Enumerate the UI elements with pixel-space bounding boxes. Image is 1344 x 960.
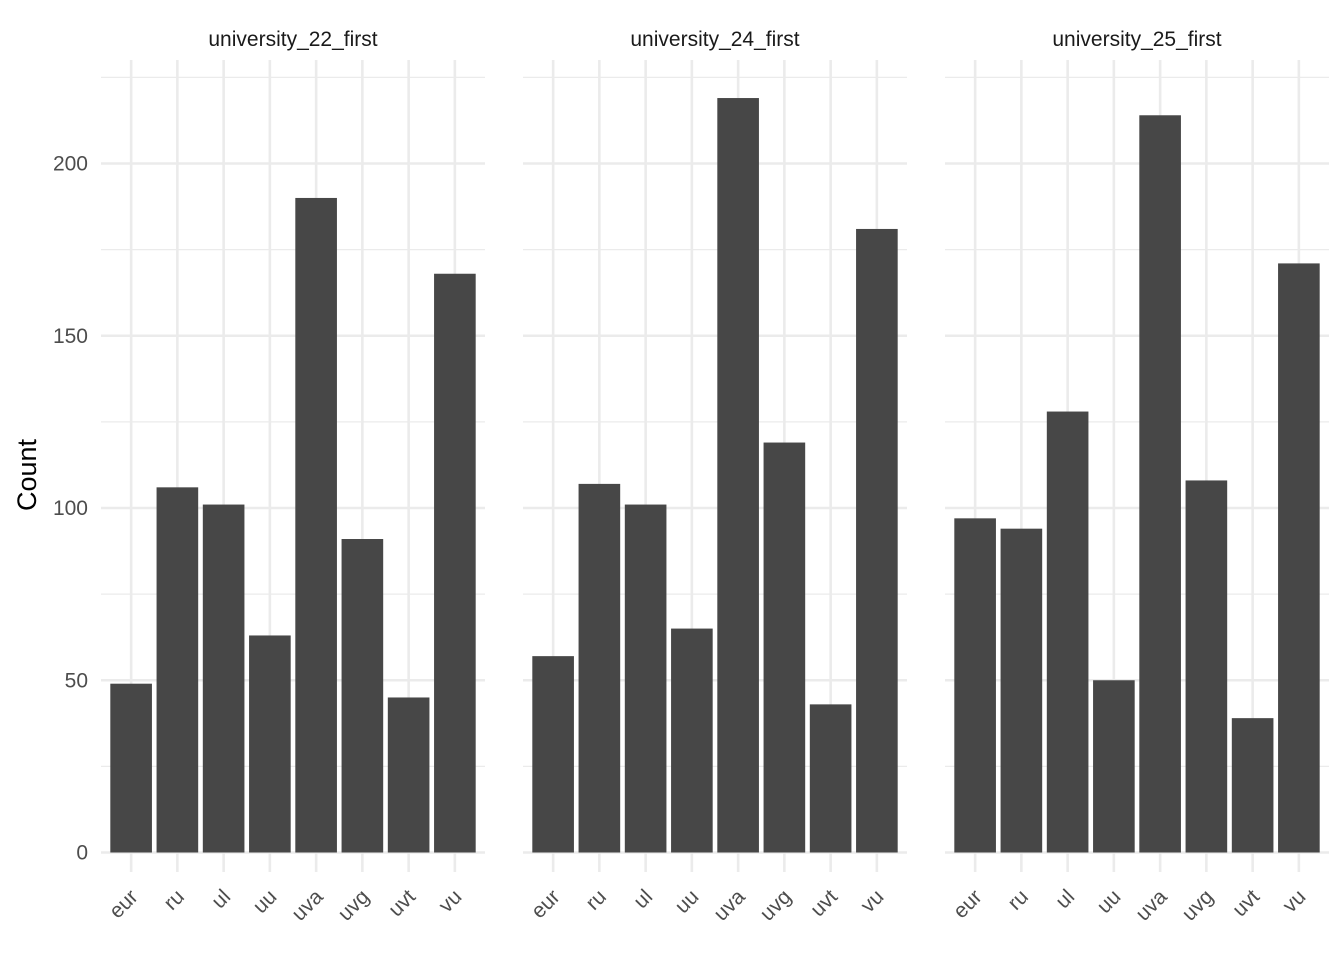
x-tick-label: eur bbox=[949, 885, 987, 923]
x-tick-label: uu bbox=[671, 885, 704, 918]
bars bbox=[954, 115, 1320, 853]
bar-vu bbox=[856, 228, 898, 853]
bar-vu bbox=[1278, 263, 1320, 853]
bar-uva bbox=[717, 98, 759, 853]
x-tick-label: uvt bbox=[384, 885, 420, 921]
bar-uvg bbox=[1185, 480, 1228, 853]
x-tick-label: uvg bbox=[334, 885, 374, 925]
bar-ul bbox=[624, 504, 667, 853]
bar-uvt bbox=[809, 704, 852, 853]
x-tick-label: ul bbox=[207, 885, 235, 913]
bar-eur bbox=[110, 683, 152, 853]
bar-uu bbox=[671, 628, 713, 853]
x-tick-label: vu bbox=[1278, 885, 1310, 917]
bar-uvt bbox=[1231, 718, 1274, 853]
x-axis-ticks: eur ru ul uu uva uvg uvt vu bbox=[949, 885, 1310, 925]
facet-title: university_25_first bbox=[1052, 28, 1221, 51]
y-tick-label: 200 bbox=[53, 153, 88, 176]
x-tick-label: ru bbox=[159, 885, 188, 914]
y-tick-label: 150 bbox=[53, 325, 88, 348]
bar-ul bbox=[202, 504, 245, 853]
x-tick-label: uu bbox=[1093, 885, 1126, 918]
bar-uva bbox=[295, 197, 337, 853]
x-tick-label: eur bbox=[105, 885, 143, 923]
x-tick-label: uvg bbox=[756, 885, 796, 925]
bar-uva bbox=[1139, 115, 1181, 853]
bars bbox=[532, 98, 898, 853]
bar-uvg bbox=[763, 442, 806, 853]
x-tick-label: eur bbox=[527, 885, 565, 923]
bar-eur bbox=[954, 518, 996, 853]
y-tick-label: 0 bbox=[76, 842, 88, 865]
y-tick-label: 100 bbox=[53, 497, 88, 520]
x-tick-label: ru bbox=[581, 885, 610, 914]
x-tick-label: uva bbox=[709, 885, 749, 925]
x-tick-label: uu bbox=[249, 885, 282, 918]
x-tick-label: ru bbox=[1003, 885, 1032, 914]
x-tick-label: uvt bbox=[1228, 885, 1264, 921]
x-tick-label: uvg bbox=[1178, 885, 1218, 925]
x-axis-ticks: eur ru ul uu uva uvg uvt vu bbox=[527, 885, 888, 925]
bar-uvt bbox=[387, 697, 430, 853]
x-axis-ticks: eur ru ul uu uva uvg uvt vu bbox=[105, 885, 466, 925]
bar-ru bbox=[156, 487, 199, 853]
bar-eur bbox=[532, 656, 574, 853]
y-tick-label: 50 bbox=[65, 669, 88, 692]
bars bbox=[110, 197, 476, 853]
x-tick-label: vu bbox=[856, 885, 888, 917]
y-axis-title: Count bbox=[12, 438, 42, 511]
bar-ru bbox=[578, 483, 621, 853]
x-tick-label: vu bbox=[434, 885, 466, 917]
bar-ru bbox=[1000, 528, 1043, 853]
bar-vu bbox=[434, 273, 476, 853]
bar-uu bbox=[1093, 680, 1135, 853]
x-tick-label: uva bbox=[1131, 885, 1171, 925]
facet-title: university_22_first bbox=[208, 28, 377, 51]
bar-uvg bbox=[341, 539, 384, 853]
x-tick-label: ul bbox=[1051, 885, 1079, 913]
facet-title: university_24_first bbox=[630, 28, 799, 51]
x-tick-label: ul bbox=[629, 885, 657, 913]
x-tick-label: uva bbox=[287, 885, 327, 925]
x-tick-label: uvt bbox=[806, 885, 842, 921]
y-axis-ticks: 0 50 100 150 200 bbox=[53, 153, 88, 865]
bar-ul bbox=[1046, 411, 1089, 853]
bar-uu bbox=[249, 635, 291, 853]
